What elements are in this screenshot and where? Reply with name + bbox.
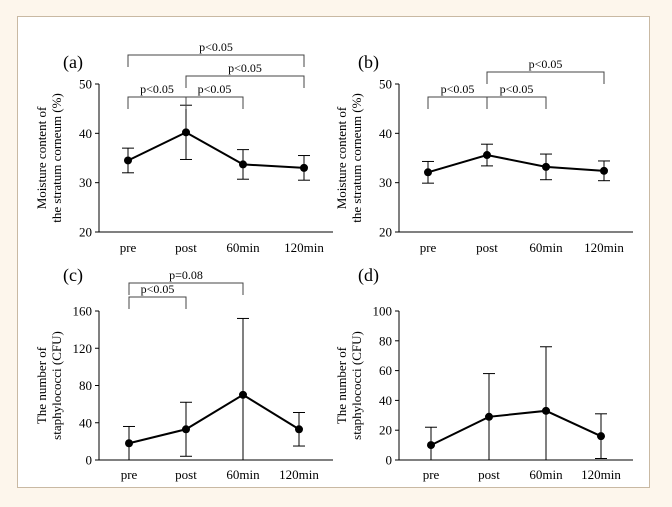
panel-3-data-point <box>125 439 133 448</box>
panel-3-x-tick-label: 120min <box>279 467 319 482</box>
panel-4-data-point <box>485 412 493 421</box>
panel-2-significance-label: p<0.05 <box>529 57 563 71</box>
panel-1-label: (a) <box>63 52 83 73</box>
panel-2-significance-label: p<0.05 <box>500 82 534 96</box>
panel-3-data-point <box>182 425 190 434</box>
panel-1-x-tick-label: pre <box>120 240 137 255</box>
figure-panel: (a) Moisture content of the stratum corneu… <box>17 16 650 488</box>
panel-2-data-point <box>483 151 491 160</box>
panel-3-significance-bracket <box>128 296 187 309</box>
panel-3-significance-bracket <box>128 282 244 295</box>
panel-4-y-axis-label: The number of <box>334 346 349 424</box>
panel-3-y-tick-label: 120 <box>73 341 93 356</box>
panel-3-significance-label: p<0.05 <box>141 282 175 296</box>
panel-1-data-point <box>239 160 247 169</box>
panel-1-y-tick-label: 40 <box>79 126 92 141</box>
panel-1-y-tick-label: 20 <box>79 225 92 240</box>
panel-4-x-tick-label: post <box>478 467 500 482</box>
panel-2-data-point <box>424 168 432 177</box>
panel-3-data-point <box>239 390 247 399</box>
panel-4-y-tick-label: 0 <box>386 453 393 468</box>
panel-4-data-point <box>542 406 550 415</box>
panel-3-y-tick-label: 160 <box>73 304 93 319</box>
panel-3-y-tick-label: 0 <box>86 453 93 468</box>
panel-4-y-tick-label: 80 <box>379 333 392 348</box>
panel-2-significance-bracket <box>486 71 605 84</box>
panel-3-x-tick-label: post <box>175 467 197 482</box>
panel-4-data-point <box>427 441 435 450</box>
panel-1-significance-label: p<0.05 <box>198 82 232 96</box>
panel-1-data-point <box>300 163 308 172</box>
panel-3-y-axis-label: The number of <box>34 346 49 424</box>
panel-4-y-tick-label: 40 <box>379 393 392 408</box>
panel-1-significance-bracket <box>127 54 305 67</box>
panel-1-data-point <box>182 128 190 137</box>
panel-3-label: (c) <box>63 265 83 286</box>
panel-4-y-tick-label: 60 <box>379 363 392 378</box>
panel-2-x-tick-label: pre <box>420 240 437 255</box>
panel-4-y-axis-label: staphylococci (CFU) <box>349 331 364 440</box>
panel-1-x-tick-label: 60min <box>226 240 260 255</box>
panel-2-y-tick-label: 50 <box>379 77 392 92</box>
panel-1-series-line <box>127 131 305 169</box>
panel-2-significance-bracket <box>427 96 488 109</box>
panel-1-y-axis-label: Moisture content of <box>34 106 49 209</box>
panel-3-x-tick-label: 60min <box>226 467 260 482</box>
panel-2-significance-label: p<0.05 <box>441 82 475 96</box>
panel-2-data-point <box>542 162 550 171</box>
panel-2-y-axis-label: the stratum corneum (%) <box>349 93 364 223</box>
panel-4-x-tick-label: 60min <box>529 467 563 482</box>
panel-4-y-tick-label: 100 <box>373 304 393 319</box>
panel-1-significance-label: p<0.05 <box>140 82 174 96</box>
panel-1-x-tick-label: 120min <box>284 240 324 255</box>
panel-2-x-tick-label: post <box>476 240 498 255</box>
panel-1-y-axis-label: the stratum corneum (%) <box>49 93 64 223</box>
panel-1-significance-bracket <box>127 96 187 109</box>
chart-grid: (a)Moisture content of the stratum corneu… <box>34 40 633 482</box>
panel-4-x-tick-label: pre <box>423 467 440 482</box>
panel-2-y-tick-label: 40 <box>379 126 392 141</box>
panel-3-significance-label: p=0.08 <box>169 268 203 282</box>
panel-2-y-tick-label: 30 <box>379 175 392 190</box>
panel-3-series-line <box>128 393 300 445</box>
panel-1-significance-bracket <box>185 96 244 109</box>
panel-4-x-tick-label: 120min <box>581 467 621 482</box>
panel-1-x-tick-label: post <box>175 240 197 255</box>
panel-3-y-tick-label: 40 <box>79 415 92 430</box>
panel-2-data-point <box>600 166 608 175</box>
panel-2-y-tick-label: 20 <box>379 225 392 240</box>
panel-4-data-point <box>597 432 605 441</box>
panel-2-series-line <box>427 154 605 174</box>
panel-3-data-point <box>295 425 303 434</box>
panel-2-y-axis-label: Moisture content of <box>334 106 349 209</box>
panel-1-data-point <box>124 156 132 165</box>
panel-2-x-tick-label: 60min <box>529 240 563 255</box>
panel-2-x-tick-label: 120min <box>584 240 624 255</box>
panel-1-significance-label: p<0.05 <box>199 40 233 54</box>
panel-4-series-line <box>430 409 602 446</box>
panel-2-label: (b) <box>358 52 379 73</box>
panel-1-y-tick-label: 30 <box>79 175 92 190</box>
panel-3-y-tick-label: 80 <box>79 378 92 393</box>
panel-2-significance-bracket <box>486 96 547 109</box>
panel-1-significance-bracket <box>185 75 305 88</box>
panel-4-y-tick-label: 20 <box>379 423 392 438</box>
panel-3-x-tick-label: pre <box>121 467 138 482</box>
panel-3-y-axis-label: staphylococci (CFU) <box>49 331 64 440</box>
panel-1-y-tick-label: 50 <box>79 77 92 92</box>
panel-1-significance-label: p<0.05 <box>228 61 262 75</box>
panel-4-label: (d) <box>358 265 379 286</box>
